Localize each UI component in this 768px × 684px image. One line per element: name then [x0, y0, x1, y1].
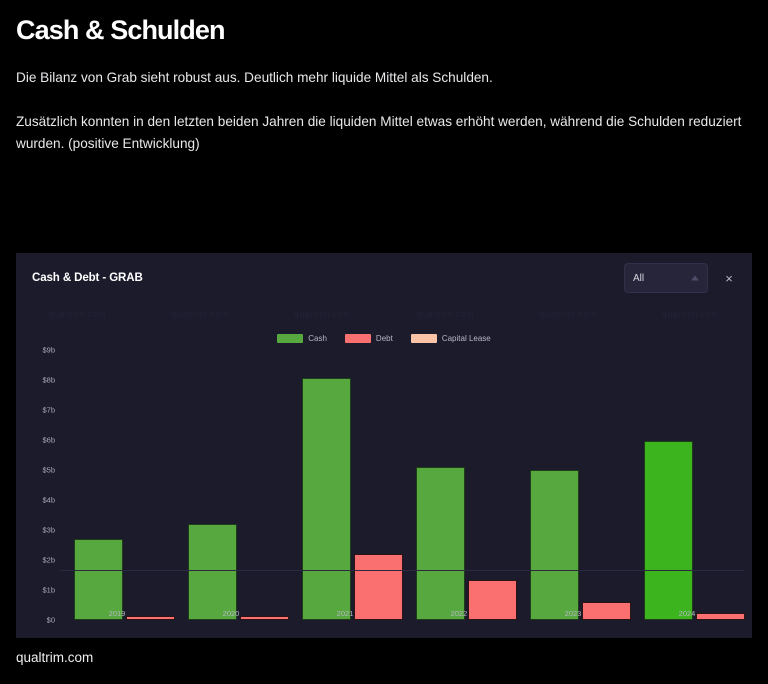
x-axis-tick-label: 2019	[108, 609, 126, 618]
y-axis-tick-label: $2b	[42, 555, 55, 565]
x-axis-tick-label: 2022	[450, 609, 468, 618]
y-axis-tick-label: $1b	[42, 585, 55, 595]
article-paragraph-2: Zusätzlich konnten in den letzten beiden…	[16, 114, 742, 152]
legend-item[interactable]: Cash	[277, 334, 327, 343]
bar-cash[interactable]	[73, 539, 123, 620]
legend-label: Debt	[375, 334, 393, 343]
bar-group[interactable]: 2024	[630, 321, 745, 620]
bar-cash[interactable]	[529, 470, 579, 620]
y-axis-tick-label: $3b	[42, 525, 55, 535]
y-axis-tick-label: $4b	[42, 495, 55, 505]
y-axis-tick-label: $9b	[42, 345, 55, 355]
bar-cash[interactable]	[301, 377, 351, 620]
bar-debt[interactable]	[239, 616, 289, 620]
bar-group[interactable]: 2020	[174, 321, 289, 620]
bar-group[interactable]: 2019	[60, 321, 175, 620]
x-axis-tick-label: 2024	[678, 609, 696, 618]
chart-title: Cash & Debt - GRAB	[32, 272, 143, 284]
bar-group[interactable]: 2021	[288, 321, 403, 620]
chart-toolbar-actions: All ×	[624, 263, 742, 293]
legend-swatch-icon	[277, 334, 304, 343]
bar-debt[interactable]	[695, 612, 745, 620]
bar-debt[interactable]	[581, 602, 631, 620]
bar-debt[interactable]	[467, 579, 517, 620]
axis-baseline	[60, 570, 744, 571]
chart-card: Cash & Debt - GRAB All × qualtrim.com qu…	[16, 253, 752, 638]
legend-item[interactable]: Debt	[344, 334, 393, 343]
page-title: Cash & Schulden	[16, 15, 225, 45]
y-axis: $9b $8b $7b $6b $5b $4b $3b $2b $1b $0	[16, 303, 60, 638]
legend-swatch-icon	[410, 334, 437, 343]
bars-area: 2019 2020 2021 2022 2023 2024	[60, 303, 745, 638]
y-axis-tick-label: $5b	[42, 465, 55, 475]
article-section: Cash & Schulden Die Bilanz von Grab sieh…	[0, 0, 768, 155]
bar-group[interactable]: 2023	[516, 321, 631, 620]
bar-group[interactable]: 2022	[402, 321, 517, 620]
bar-debt[interactable]	[125, 615, 175, 620]
legend-swatch-icon	[344, 334, 371, 343]
y-axis-tick-label: $8b	[42, 375, 55, 385]
x-axis-tick-label: 2020	[222, 609, 240, 618]
y-axis-tick-label: $6b	[42, 435, 55, 445]
x-axis-tick-label: 2023	[564, 609, 582, 618]
bar-cash[interactable]	[187, 524, 237, 620]
article-paragraph-1: Die Bilanz von Grab sieht robust aus. De…	[16, 70, 493, 86]
legend-item[interactable]: Capital Lease	[410, 334, 491, 343]
range-select-value: All	[633, 272, 645, 284]
chevron-up-icon	[691, 275, 699, 281]
bar-debt[interactable]	[353, 554, 403, 620]
close-button[interactable]: ×	[716, 265, 742, 291]
x-axis-tick-label: 2021	[336, 609, 354, 618]
bar-cash[interactable]	[643, 440, 693, 620]
range-select[interactable]: All	[624, 263, 708, 293]
y-axis-tick-label: $0	[46, 615, 55, 625]
bar-cash[interactable]	[415, 467, 465, 620]
y-axis-tick-label: $7b	[42, 405, 55, 415]
chart-legend: Cash Debt Capital Lease	[16, 334, 752, 343]
legend-label: Capital Lease	[441, 334, 491, 343]
legend-label: Cash	[308, 334, 327, 343]
chart-toolbar: Cash & Debt - GRAB All ×	[16, 253, 752, 303]
chart-plot-area: $9b $8b $7b $6b $5b $4b $3b $2b $1b $0 2019 2020 20…	[16, 303, 752, 638]
site-footer-label: qualtrim.com	[16, 650, 94, 665]
